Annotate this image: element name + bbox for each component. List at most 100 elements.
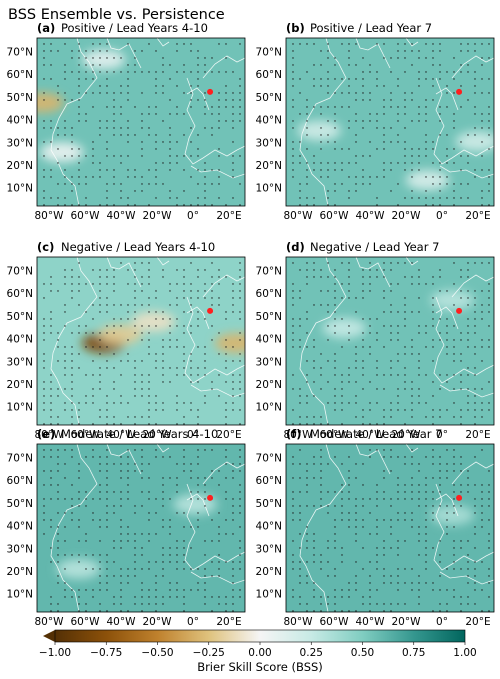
lat-tick-label: 50°N: [256, 498, 282, 510]
lon-tick-label: 20°W: [392, 429, 422, 441]
colorbar-tick-label: 1.00: [453, 647, 476, 659]
lat-tick-label: 10°N: [256, 402, 282, 414]
lat-tick-label: 50°N: [7, 92, 33, 104]
panel-label: Negative / Lead Year 7: [310, 240, 439, 254]
lat-tick-label: 10°N: [7, 402, 33, 414]
lat-tick-label: 20°N: [7, 379, 33, 391]
bss-field: [286, 257, 494, 425]
bss-region-1: [39, 142, 84, 163]
lon-tick-label: 20°E: [465, 616, 490, 628]
lon-tick-label: 80°W: [284, 210, 314, 222]
bss-field: [37, 38, 245, 206]
lon-tick-label: 60°W: [71, 210, 101, 222]
lon-tick-label: 80°W: [35, 210, 65, 222]
panel-label: Moderate / Lead Years 4-10: [61, 427, 218, 441]
lat-tick-label: 10°N: [7, 589, 33, 601]
lat-tick-label: 30°N: [7, 543, 33, 555]
bss-region-1: [430, 290, 475, 311]
coastlines: [299, 444, 494, 612]
lon-tick-label: 20°E: [216, 210, 241, 222]
colorbar-tick-label: −1.00: [39, 647, 71, 659]
lat-tick-label: 30°N: [256, 543, 282, 555]
lat-tick-label: 40°N: [256, 334, 282, 346]
colorbar-tick-label: 0.00: [248, 647, 271, 659]
lon-tick-label: 40°W: [356, 616, 386, 628]
colorbar-tick-label: −0.75: [90, 647, 122, 659]
lon-tick-label: 20°E: [216, 616, 241, 628]
lat-tick-label: 60°N: [7, 69, 33, 81]
lat-tick-label: 60°N: [256, 475, 282, 487]
panel-label: Negative / Lead Years 4-10: [61, 240, 215, 254]
lat-tick-label: 30°N: [7, 137, 33, 149]
lon-tick-label: 80°W: [284, 429, 314, 441]
panel-e: (e) Moderate / Lead Years 4-10 70°N 60°N 50°…: [7, 427, 246, 628]
lon-tick-label: 20°W: [392, 616, 422, 628]
panel-f: (f) Moderate / Lead Year 7 70°N 60°N 50°N 40°…: [256, 427, 495, 628]
lon-tick-label: 20°W: [143, 210, 173, 222]
bss-region-2: [455, 131, 494, 152]
lon-tick-label: 60°W: [320, 429, 350, 441]
lat-tick-label: 70°N: [7, 47, 33, 59]
colorbar-tick-label: 0.50: [351, 647, 374, 659]
coastlines: [50, 38, 245, 206]
colorbar-tick-label: 0.75: [402, 647, 425, 659]
colorbar-tick-label: −0.25: [193, 647, 225, 659]
colorbar-extend-arrow: [43, 630, 55, 642]
lat-tick-label: 10°N: [256, 589, 282, 601]
lon-tick-label: 40°W: [107, 429, 137, 441]
lon-tick-label: 20°E: [465, 210, 490, 222]
lat-tick-label: 60°N: [7, 288, 33, 300]
lon-tick-label: 20°E: [216, 429, 241, 441]
bss-field: [37, 444, 245, 612]
bss-field: [286, 444, 494, 612]
bss-region-3: [214, 333, 245, 354]
bss-region-2: [81, 49, 126, 70]
location-marker: [207, 494, 214, 501]
panel-tag: (a): [37, 21, 55, 35]
location-marker: [456, 88, 463, 95]
lon-tick-label: 0°: [187, 210, 199, 222]
lon-tick-label: 20°W: [392, 210, 422, 222]
lon-tick-label: 60°W: [71, 429, 101, 441]
panel-tag: (b): [286, 21, 305, 35]
bss-region-0: [37, 92, 64, 113]
panel-tag: (f): [286, 427, 302, 441]
lon-tick-label: 40°W: [356, 210, 386, 222]
panel-label: Positive / Lead Year 7: [310, 21, 432, 35]
panel-grid: (a) Positive / Lead Years 4-10 70°N 60°N 50°…: [7, 21, 495, 628]
coastlines: [299, 257, 494, 425]
panel-tag: (d): [286, 240, 305, 254]
lon-tick-label: 20°E: [465, 429, 490, 441]
lat-tick-label: 70°N: [256, 453, 282, 465]
significance-stippling: [43, 449, 241, 612]
location-marker: [456, 307, 463, 314]
lon-tick-label: 20°W: [143, 616, 173, 628]
lon-tick-label: 40°W: [356, 429, 386, 441]
lat-tick-label: 30°N: [256, 356, 282, 368]
lat-tick-label: 40°N: [7, 521, 33, 533]
panel-c: (c) Negative / Lead Years 4-10 70°N 60°N 50°…: [7, 240, 246, 441]
coastlines: [50, 444, 245, 612]
lat-tick-label: 20°N: [7, 566, 33, 578]
lat-tick-label: 50°N: [256, 311, 282, 323]
lon-tick-label: 40°W: [107, 210, 137, 222]
lat-tick-label: 70°N: [256, 266, 282, 278]
lat-tick-label: 70°N: [7, 453, 33, 465]
lat-tick-label: 30°N: [7, 356, 33, 368]
significance-stippling: [292, 262, 490, 425]
lat-tick-label: 50°N: [7, 498, 33, 510]
bss-region-1: [98, 324, 143, 345]
lon-tick-label: 60°W: [320, 616, 350, 628]
lon-tick-label: 60°W: [71, 616, 101, 628]
lon-tick-label: 20°W: [143, 429, 173, 441]
panel-a: (a) Positive / Lead Years 4-10 70°N 60°N 50°…: [7, 21, 246, 222]
panel-d: (d) Negative / Lead Year 7 70°N 60°N 50°N 40°…: [256, 240, 495, 441]
lat-tick-label: 40°N: [256, 521, 282, 533]
significance-stippling: [292, 43, 490, 206]
lon-tick-label: 80°W: [284, 616, 314, 628]
bss-region-2: [131, 311, 176, 332]
colorbar-gradient: [54, 629, 466, 643]
bss-region-0: [322, 318, 367, 339]
lat-tick-label: 60°N: [7, 475, 33, 487]
significance-stippling: [43, 43, 241, 206]
